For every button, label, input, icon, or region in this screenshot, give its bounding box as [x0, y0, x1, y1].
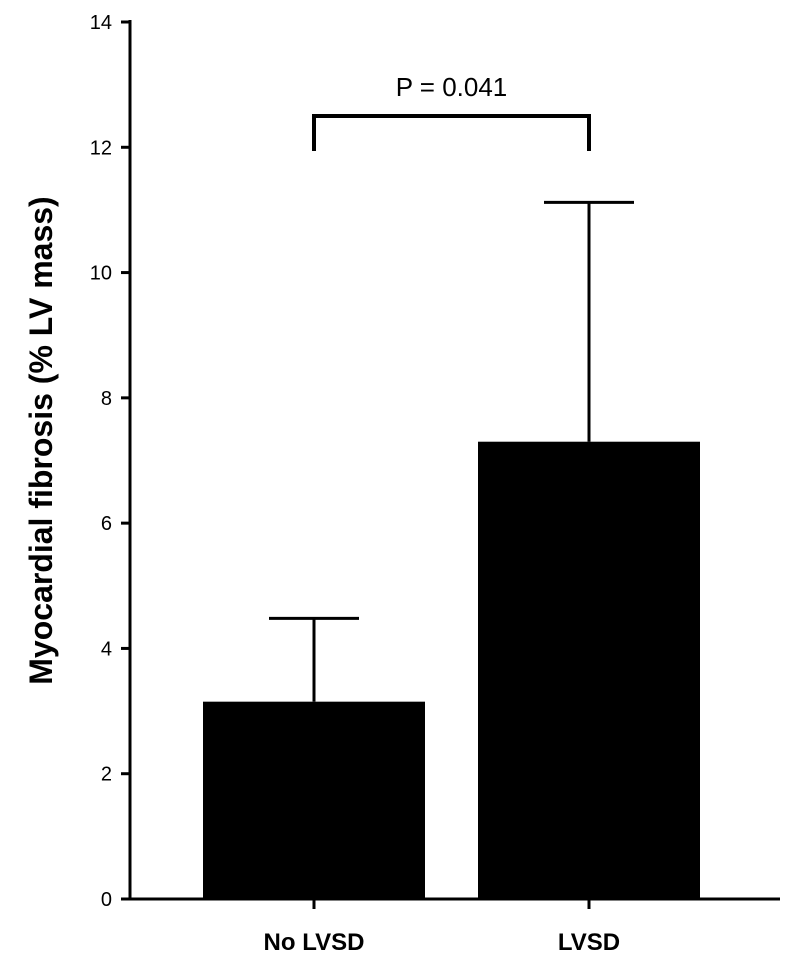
p-value-label: P = 0.041: [396, 72, 508, 102]
x-axis: No LVSD LVSD: [128, 897, 780, 956]
error-bars: [269, 200, 634, 702]
y-tick-label: 6: [101, 513, 112, 535]
bar: [478, 441, 700, 899]
bar: [203, 701, 425, 899]
y-tick-label: 12: [90, 137, 112, 159]
bars: [203, 441, 700, 899]
x-category-label: No LVSD: [264, 929, 365, 956]
significance-bracket: [312, 113, 591, 151]
y-tick-label: 14: [90, 12, 112, 34]
significance-annotation: P = 0.041: [312, 72, 591, 151]
x-category-label: LVSD: [558, 929, 620, 956]
y-axis-title: Myocardial fibrosis (% LV mass): [23, 196, 59, 684]
y-tick-label: 10: [90, 263, 112, 285]
y-tick-label: 4: [101, 638, 112, 660]
y-tick-label: 0: [101, 889, 112, 911]
y-tick-label: 8: [101, 388, 112, 410]
y-axis: 0 2 4 6 8 10 12 14: [90, 12, 132, 911]
y-tick-label: 2: [101, 764, 112, 786]
